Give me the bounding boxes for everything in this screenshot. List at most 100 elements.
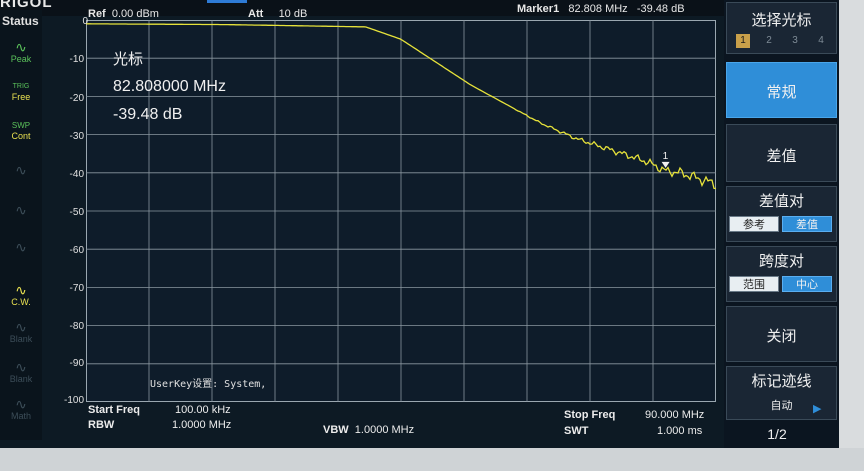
status-swp: SWP Cont bbox=[4, 120, 38, 141]
stop-freq[interactable]: Stop Freq bbox=[564, 409, 615, 421]
marker-tab-2[interactable]: 2 bbox=[766, 35, 772, 46]
delta-label: 差值 bbox=[766, 148, 797, 165]
status-blank-a-label: Blank bbox=[9, 334, 33, 344]
start-freq-label: Start Freq bbox=[88, 404, 140, 416]
status-blank-a: ∿ Blank bbox=[4, 320, 38, 344]
ref-level[interactable]: Ref 0.00 dBm bbox=[88, 8, 159, 20]
y-tick-label: -50 bbox=[69, 207, 84, 218]
close-label: 关闭 bbox=[766, 328, 797, 345]
status-column bbox=[0, 10, 42, 440]
delta-pair-ref[interactable]: 参考 bbox=[729, 216, 779, 232]
softkey-delta-pair[interactable]: 差值对 bbox=[726, 186, 837, 242]
marker-box-freq: 82.808000 MHz bbox=[113, 78, 226, 95]
att-value: 10 dB bbox=[278, 8, 308, 20]
status-title: Status bbox=[2, 14, 39, 28]
page-indicator[interactable]: 1/2 bbox=[767, 426, 787, 442]
blank-icon: ∿ bbox=[15, 202, 27, 218]
marker-tab-4[interactable]: 4 bbox=[818, 35, 824, 46]
status-cw-label: C.W. bbox=[11, 297, 31, 307]
softkey-normal[interactable]: 常规 bbox=[726, 62, 837, 118]
math-icon: ∿ bbox=[15, 396, 27, 412]
header-bar bbox=[0, 0, 724, 16]
status-swp-label: SWP bbox=[11, 121, 31, 130]
swt-label: SWT bbox=[564, 425, 589, 437]
attenuation[interactable]: Att 10 dB bbox=[248, 8, 307, 20]
status-trig: TRIG Free bbox=[4, 80, 38, 102]
y-tick-label: -80 bbox=[69, 321, 84, 332]
att-label: Att bbox=[248, 8, 264, 20]
softkey-span-pair[interactable]: 跨度对 bbox=[726, 246, 837, 302]
y-tick-label: -70 bbox=[69, 283, 84, 294]
y-tick-label: 0 bbox=[82, 16, 88, 27]
marker-amp: -39.48 dB bbox=[636, 3, 685, 15]
status-blank-b-label: Blank bbox=[9, 374, 33, 384]
marker-box-amp: -39.48 dB bbox=[113, 106, 183, 123]
ref-label: Ref bbox=[88, 8, 106, 20]
marker-1-flag bbox=[661, 161, 670, 168]
span-pair-span[interactable]: 范围 bbox=[729, 276, 779, 292]
trace-line bbox=[86, 23, 716, 190]
status-peak-label: Peak bbox=[10, 54, 32, 64]
blank-icon: ∿ bbox=[15, 239, 27, 255]
y-tick-label: -90 bbox=[69, 358, 84, 369]
rbw-value: 1.0000 MHz bbox=[172, 419, 232, 431]
y-tick-label: -40 bbox=[69, 169, 84, 180]
marker-trace-value: 自动 bbox=[770, 400, 793, 412]
span-pair-center[interactable]: 中心 bbox=[782, 276, 832, 292]
stop-freq-value: 90.000 MHz bbox=[645, 409, 705, 421]
softkey-marker-trace[interactable]: 标记迹线 自动 bbox=[726, 366, 837, 420]
rbw-label: RBW bbox=[88, 419, 115, 431]
marker-tab-3[interactable]: 3 bbox=[792, 35, 798, 46]
span-pair-label: 跨度对 bbox=[758, 253, 804, 270]
status-trig-label: TRIG bbox=[12, 83, 30, 90]
softkey-close[interactable]: 关闭 bbox=[726, 306, 837, 362]
status-blank-2: ∿ bbox=[4, 203, 38, 217]
device-bezel-right bbox=[839, 0, 864, 471]
delta-pair-toggle[interactable]: 参考 差值 bbox=[729, 216, 835, 232]
status-math-label: Math bbox=[10, 411, 31, 421]
status-swp-value: Cont bbox=[11, 131, 31, 141]
y-tick-label: -10 bbox=[69, 54, 84, 65]
stop-freq-label: Stop Freq bbox=[564, 409, 616, 421]
start-freq[interactable]: Start Freq bbox=[88, 404, 140, 416]
rbw[interactable]: RBW bbox=[88, 419, 114, 431]
status-blank-1: ∿ bbox=[4, 163, 38, 177]
start-freq-value: 100.00 kHz bbox=[175, 404, 231, 416]
vbw[interactable]: VBW 1.0000 MHz bbox=[323, 424, 414, 436]
marker-1-number: 1 bbox=[663, 151, 669, 162]
status-blank-b: ∿ Blank bbox=[4, 360, 38, 384]
ref-value: 0.00 dBm bbox=[111, 8, 159, 20]
status-peak: ∿ Peak bbox=[4, 40, 38, 64]
delta-pair-label: 差值对 bbox=[758, 193, 804, 210]
y-tick-label: -60 bbox=[69, 245, 84, 256]
normal-label: 常规 bbox=[766, 84, 797, 101]
marker-tab-1[interactable]: 1 bbox=[736, 34, 750, 48]
userkey-message: UserKey设置: System, bbox=[150, 379, 267, 390]
span-pair-toggle[interactable]: 范围 中心 bbox=[729, 276, 835, 292]
swt-value: 1.000 ms bbox=[657, 425, 703, 437]
marker-freq: 82.808 MHz bbox=[568, 3, 628, 15]
swt[interactable]: SWT bbox=[564, 425, 588, 437]
status-math: ∿ Math bbox=[4, 397, 38, 421]
marker-box-title: 光标 bbox=[113, 51, 144, 68]
next-arrow-icon[interactable]: ▶ bbox=[813, 403, 822, 415]
device-bezel-bottom bbox=[0, 448, 864, 471]
blank-icon: ∿ bbox=[15, 162, 27, 178]
peak-icon: ∿ bbox=[15, 39, 27, 55]
y-tick-label: -30 bbox=[69, 131, 84, 142]
cw-icon: ∿ bbox=[15, 282, 27, 298]
status-blank-3: ∿ bbox=[4, 240, 38, 254]
trace-plot: 1 bbox=[86, 20, 716, 402]
select-marker-label: 选择光标 bbox=[751, 12, 812, 29]
marker-tabs: 1 2 3 4 bbox=[734, 34, 834, 48]
status-cw: ∿ C.W. bbox=[4, 283, 38, 307]
y-tick-label: -100 bbox=[63, 395, 84, 406]
y-tick-label: -20 bbox=[69, 93, 84, 104]
blank-icon: ∿ bbox=[15, 319, 27, 335]
marker-label: Marker1 bbox=[517, 3, 560, 15]
softkey-delta[interactable]: 差值 bbox=[726, 124, 837, 182]
marker-trace-label: 标记迹线 bbox=[751, 373, 812, 390]
status-trig-value: Free bbox=[11, 92, 31, 102]
vbw-value: 1.0000 MHz bbox=[354, 424, 415, 436]
delta-pair-delta[interactable]: 差值 bbox=[782, 216, 832, 232]
